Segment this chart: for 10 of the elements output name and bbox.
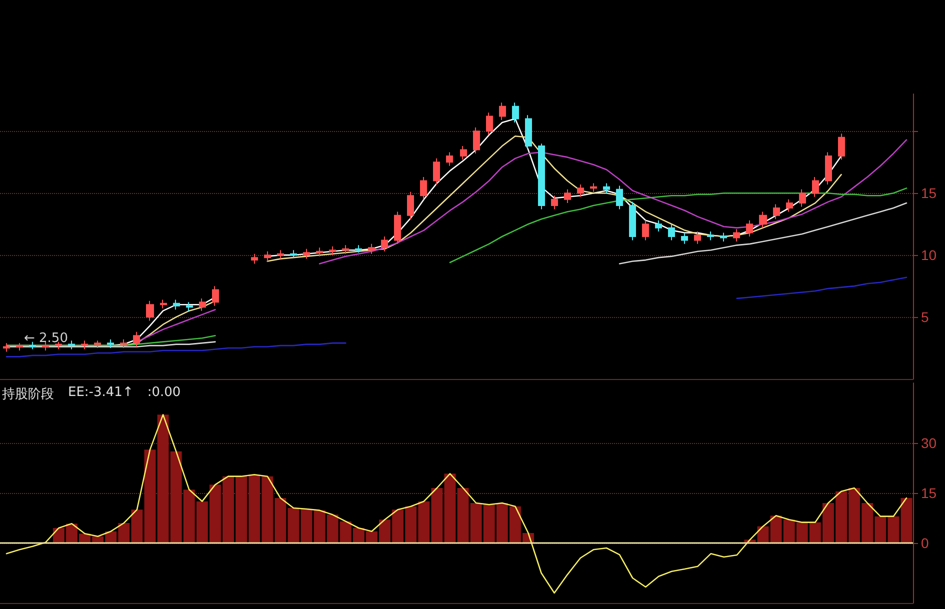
- chart-title: 持股阶段: [2, 386, 54, 403]
- y-tick-label: 10: [921, 247, 937, 264]
- annotation: ← 2.50: [24, 331, 68, 346]
- y-tick-label: 0: [921, 535, 929, 551]
- y-tick-label: 5: [921, 309, 929, 326]
- annotation: :0.00: [147, 385, 181, 402]
- y-tick-label: 30: [921, 435, 937, 451]
- y-tick-label: 15: [921, 485, 937, 501]
- annotation: EE:-3.41↑: [68, 385, 134, 402]
- y-tick-label: 15: [921, 185, 937, 202]
